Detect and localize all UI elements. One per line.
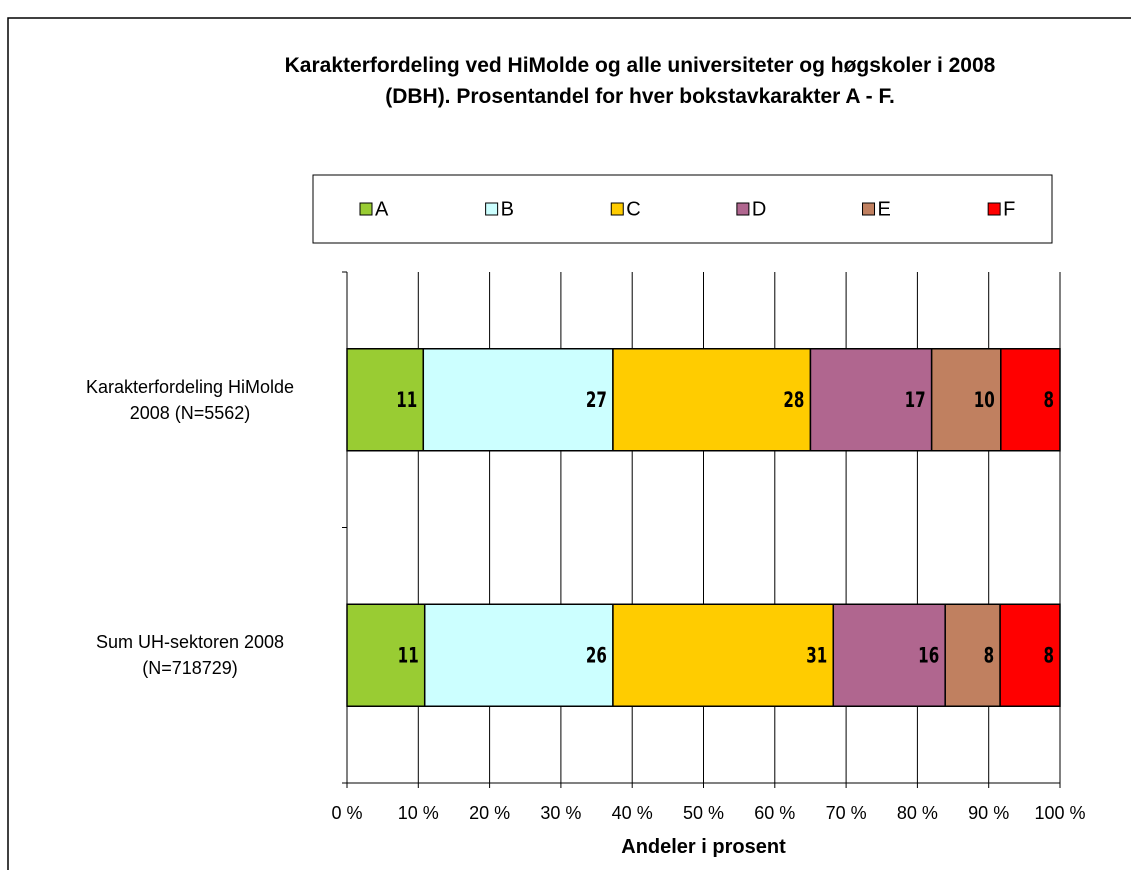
legend-swatch [862, 202, 876, 216]
bar-segment [930, 348, 1002, 452]
data-label: 8 [1043, 388, 1054, 412]
bar-segment [1000, 348, 1061, 452]
data-label: 17 [905, 388, 926, 412]
legend-swatch [485, 202, 499, 216]
data-label: 11 [398, 644, 419, 668]
data-label: 11 [396, 388, 417, 412]
legend-label: C [626, 198, 640, 220]
data-label: 10 [974, 388, 995, 412]
x-tick-label: 30 % [540, 803, 581, 823]
data-label: 16 [918, 644, 939, 668]
x-tick-label: 100 % [1034, 803, 1085, 823]
x-tick-label: 80 % [897, 803, 938, 823]
x-tick-label: 70 % [826, 803, 867, 823]
y-tick-label: Sum UH-sektoren 2008 (N=718729) [95, 632, 285, 679]
y-tick-label: Karakterfordeling HiMolde 2008 (N=5562) [85, 376, 295, 423]
bar-segment [346, 603, 426, 707]
x-tick-label: 90 % [968, 803, 1009, 823]
chart-title: Karakterfordeling ved HiMolde og alle un… [284, 54, 996, 108]
legend-swatch [359, 202, 373, 216]
data-label: 28 [783, 388, 804, 412]
legend-label: F [1003, 198, 1015, 220]
legend-swatch [987, 202, 1001, 216]
legend-label: A [375, 198, 389, 220]
legend-label: B [501, 198, 514, 220]
x-tick-label: 10 % [398, 803, 439, 823]
legend-label: E [878, 198, 891, 220]
x-axis-label: Andeler i prosent [621, 836, 786, 858]
x-tick-label: 50 % [683, 803, 724, 823]
bar-segment [423, 603, 614, 707]
legend-swatch [736, 202, 750, 216]
x-tick-label: 20 % [469, 803, 510, 823]
data-label: 8 [1043, 644, 1054, 668]
bar-segment [944, 603, 1001, 707]
bar-segment [999, 603, 1061, 707]
data-label: 26 [586, 644, 607, 668]
data-label: 31 [806, 644, 827, 668]
bar-segment [809, 348, 933, 452]
bar-segment [422, 348, 614, 452]
legend-label: D [752, 198, 766, 220]
data-label: 27 [586, 388, 607, 412]
chart-border [7, 17, 1131, 870]
x-tick-label: 60 % [754, 803, 795, 823]
bar-segment [832, 603, 946, 707]
bar-segment [346, 348, 425, 452]
legend-box [312, 174, 1053, 244]
bar-segment [612, 348, 812, 452]
bar-segment [612, 603, 835, 707]
legend-swatch [610, 202, 624, 216]
x-tick-label: 0 % [331, 803, 362, 823]
data-label: 8 [984, 644, 995, 668]
x-tick-label: 40 % [612, 803, 653, 823]
